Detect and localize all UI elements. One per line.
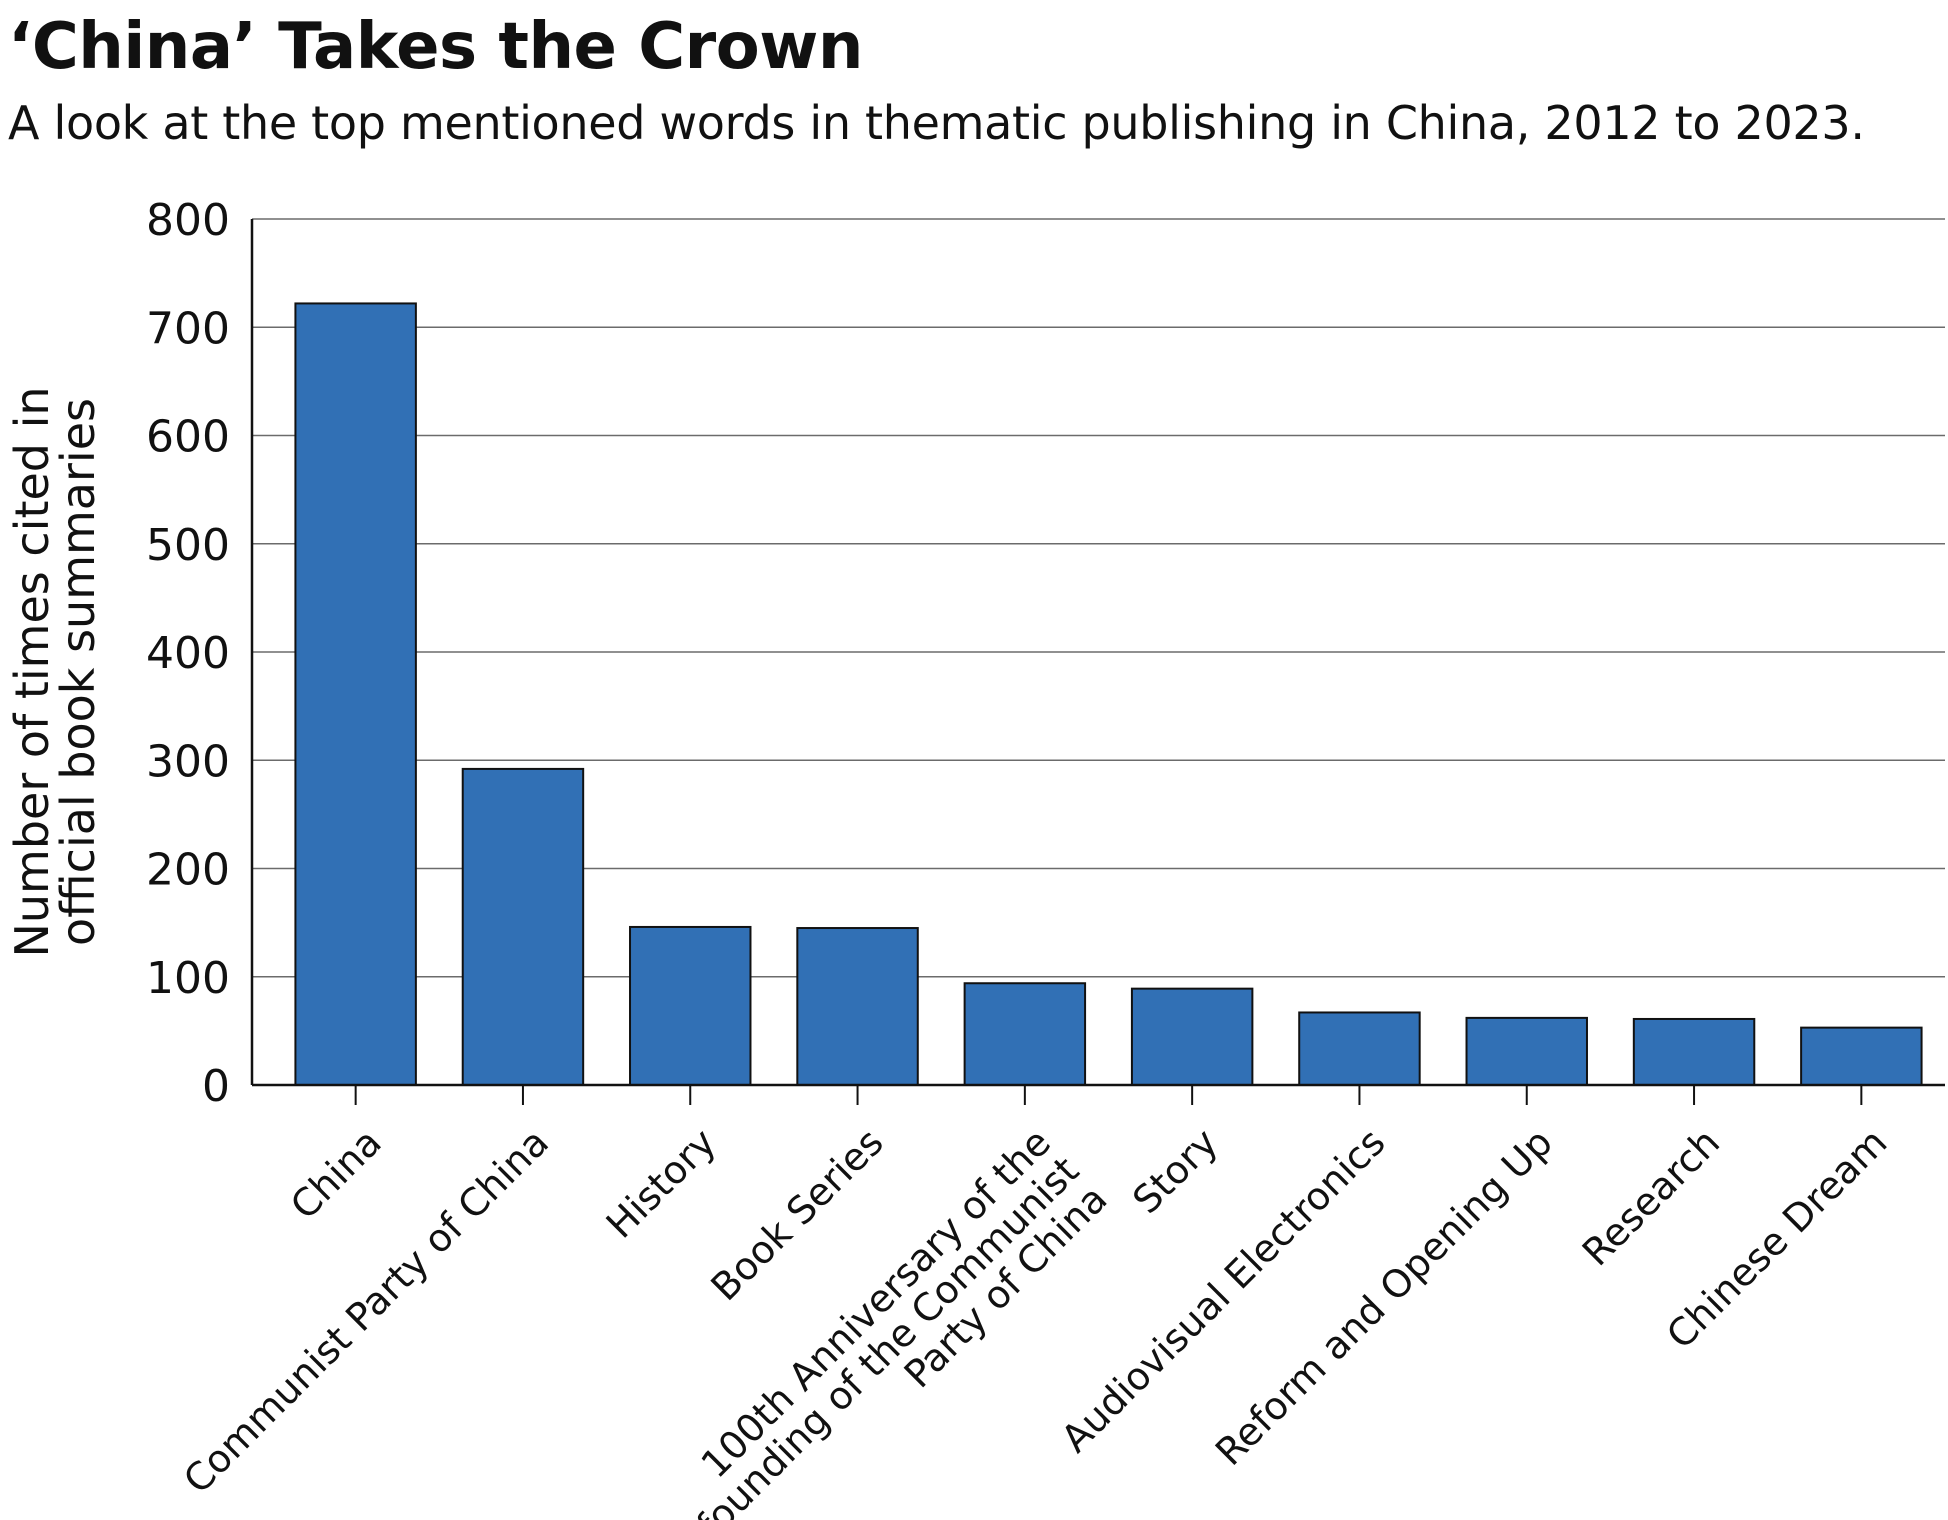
y-tick-label: 200: [146, 845, 230, 896]
chart-subtitle: A look at the top mentioned words in the…: [8, 96, 1865, 150]
bar: [1130, 987, 1254, 1086]
y-tick-label: 700: [146, 303, 230, 354]
grid-lines: [252, 218, 1945, 978]
chart-title: ‘China’ Takes the Crown: [8, 10, 863, 84]
y-tick-label: 800: [146, 195, 230, 246]
bar: [294, 302, 417, 1086]
y-tick-label: 600: [146, 412, 230, 463]
y-tick-label: 300: [146, 736, 230, 787]
x-tick-label: History: [598, 1120, 725, 1247]
x-tick-label: China: [282, 1120, 390, 1228]
x-tick-label: Research: [1574, 1120, 1728, 1274]
bar: [1298, 1011, 1421, 1086]
bar: [963, 982, 1087, 1086]
bars: [294, 302, 1923, 1087]
x-tick-label: Audiovisual Electronics: [1053, 1120, 1394, 1461]
y-axis-title: Number of times cited inofficial book su…: [5, 386, 105, 957]
x-tick-label: Story: [1124, 1120, 1226, 1222]
bar: [1800, 1026, 1923, 1086]
bar: [796, 927, 919, 1086]
y-tick-labels: 0 100 200 300 400 500 600 700 800: [146, 195, 230, 1112]
y-tick-label: 100: [146, 953, 230, 1004]
axes: [250, 219, 1945, 1105]
x-tick-label: Book Series: [703, 1120, 892, 1309]
y-tick-label: 400: [146, 628, 230, 679]
y-tick-label: 0: [202, 1061, 230, 1112]
bar: [461, 767, 585, 1086]
bar: [1632, 1017, 1756, 1087]
x-tick-label: 100th Anniversary of thefounding of the …: [660, 1120, 1115, 1520]
y-axis-title: Number of times cited inofficial book su…: [5, 386, 105, 957]
x-tick-label: Reform and Opening Up: [1207, 1120, 1561, 1474]
y-tick-label: 500: [146, 520, 230, 571]
bar: [629, 925, 752, 1087]
bar: [1465, 1016, 1588, 1087]
x-tick-label: Communist Party of China: [175, 1120, 557, 1502]
